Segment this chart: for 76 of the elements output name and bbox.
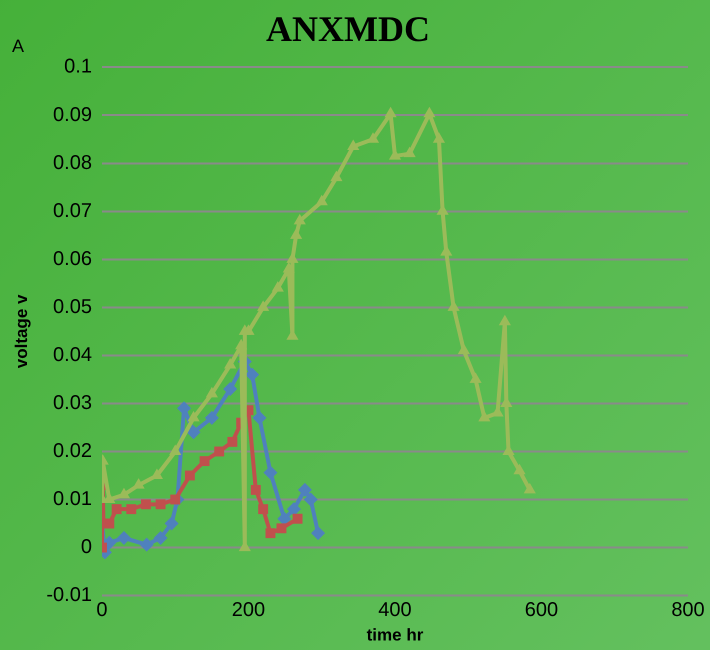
point: [224, 358, 236, 369]
point: [154, 530, 168, 545]
point: [184, 470, 195, 480]
point: [423, 106, 436, 118]
text: A: [12, 36, 24, 56]
point: [404, 146, 416, 158]
x-tick-label: 600: [524, 599, 558, 622]
point: [242, 324, 255, 335]
point: [432, 132, 446, 143]
point: [132, 478, 145, 489]
y-tick-label: 0: [80, 536, 92, 558]
point: [250, 484, 261, 495]
point: [112, 504, 122, 514]
point: [478, 410, 490, 422]
point: [169, 444, 182, 455]
x-tick-label: 200: [232, 599, 266, 622]
point: [384, 106, 397, 118]
point: [156, 499, 166, 510]
y-tick-label: 0.05: [53, 296, 92, 318]
point: [187, 410, 200, 422]
x-tick-label: 800: [671, 599, 705, 622]
y-tick-label: 0.09: [53, 104, 92, 126]
y-tick-label: 0.03: [53, 392, 92, 414]
point: [235, 338, 248, 350]
point: [204, 410, 219, 425]
point: [200, 456, 210, 466]
point: [140, 538, 154, 552]
point: [294, 214, 306, 224]
point: [470, 372, 482, 383]
y-tick-label: 0.07: [53, 200, 92, 222]
point: [223, 382, 238, 396]
y-tick-label: 0.08: [53, 152, 92, 174]
point: [126, 504, 136, 514]
x-tick-label: 0: [96, 599, 108, 622]
point: [290, 228, 302, 239]
point: [498, 314, 511, 326]
point: [282, 262, 295, 272]
point: [513, 464, 526, 474]
point: [186, 425, 201, 440]
point: [347, 139, 360, 150]
point: [104, 518, 114, 528]
point: [257, 300, 270, 311]
point: [214, 446, 224, 456]
y-tick-label: 0.1: [64, 56, 92, 78]
point: [458, 344, 470, 354]
y-tick-label: 0.06: [53, 248, 92, 270]
point: [227, 436, 238, 447]
point: [272, 281, 284, 292]
y-tick-label: 0.04: [53, 344, 92, 366]
point: [245, 368, 260, 382]
point: [524, 482, 536, 494]
y-tick-label: 0.02: [53, 440, 92, 462]
point: [298, 482, 312, 497]
point: [164, 516, 179, 531]
point: [206, 386, 218, 398]
point: [266, 528, 276, 538]
chart-title: ANXMDC: [266, 8, 430, 49]
y-tick-label: 0.01: [53, 488, 92, 510]
point: [258, 504, 268, 514]
point: [286, 502, 301, 516]
point: [311, 526, 326, 540]
point: [316, 194, 328, 206]
point: [116, 530, 131, 545]
point: [304, 492, 318, 507]
point: [276, 523, 286, 534]
point: [292, 514, 303, 524]
point: [252, 410, 266, 425]
point: [330, 170, 342, 182]
y-tick-label: -0.01: [46, 584, 92, 606]
point: [170, 494, 180, 504]
x-tick-label: 400: [378, 599, 412, 622]
point: [263, 466, 278, 480]
x-axis-title: time hr: [366, 625, 424, 644]
point: [118, 488, 130, 498]
y-axis-title: voltage v: [12, 294, 31, 368]
point: [140, 499, 151, 510]
